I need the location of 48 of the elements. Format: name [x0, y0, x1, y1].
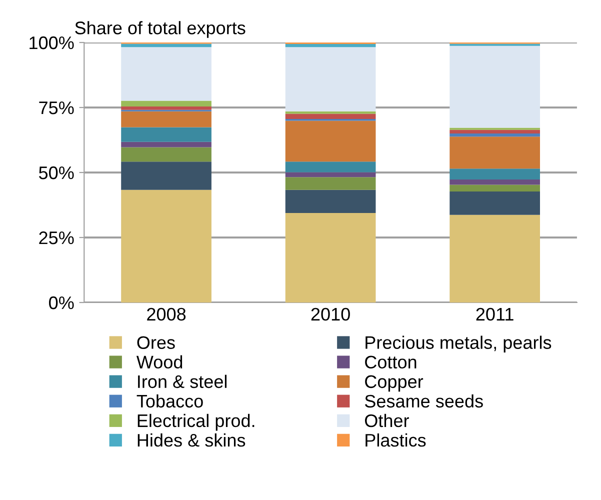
bar — [285, 177, 376, 190]
y-tick-label: 25% — [39, 231, 74, 244]
bar — [121, 47, 212, 101]
bar — [121, 127, 212, 142]
x-tick-label: 2008 — [147, 308, 186, 321]
bar — [450, 168, 540, 180]
bar — [450, 180, 540, 185]
legend-label: Plastics — [366, 433, 426, 447]
bar — [450, 46, 540, 128]
bar — [450, 184, 540, 192]
bar — [121, 100, 212, 106]
legend-label: Ores — [137, 336, 175, 349]
legend-label: Tobacco — [136, 394, 203, 408]
bar — [285, 47, 376, 112]
legend-label: Electrical prod. — [138, 414, 254, 431]
y-tick-label: 100% — [30, 36, 74, 50]
y-tick-label: 50% — [39, 166, 74, 180]
bar — [285, 162, 376, 172]
bar — [285, 120, 376, 162]
bar — [121, 147, 212, 162]
bar — [450, 134, 540, 137]
bar — [285, 190, 376, 214]
legend-label: Cotton — [365, 356, 416, 369]
legend-label: Precious metals, pearls — [366, 336, 552, 353]
bar — [121, 190, 212, 302]
bar — [121, 106, 212, 110]
chart-title: Share of total exports — [75, 21, 246, 38]
bar — [121, 111, 212, 128]
bar — [121, 162, 212, 190]
bar — [285, 114, 376, 119]
bar — [450, 136, 540, 169]
bar — [121, 142, 212, 148]
bar — [450, 191, 540, 215]
legend-label: Copper — [365, 375, 424, 392]
legend-label: Sesame seeds — [364, 394, 483, 408]
x-tick-label: 2010 — [311, 308, 350, 321]
x-tick-label: 2011 — [476, 308, 514, 321]
y-tick-label: 0% — [49, 296, 74, 310]
bar — [285, 172, 376, 178]
legend-label: Iron & steel — [138, 374, 227, 388]
bar — [450, 214, 540, 302]
y-tick-label: 75% — [39, 102, 74, 114]
legend-label: Other — [364, 414, 409, 428]
legend-label: Hides & skins — [138, 433, 246, 447]
bar — [285, 213, 376, 302]
bar — [450, 130, 540, 134]
bar — [285, 44, 376, 48]
legend-label: Wood — [136, 355, 182, 369]
